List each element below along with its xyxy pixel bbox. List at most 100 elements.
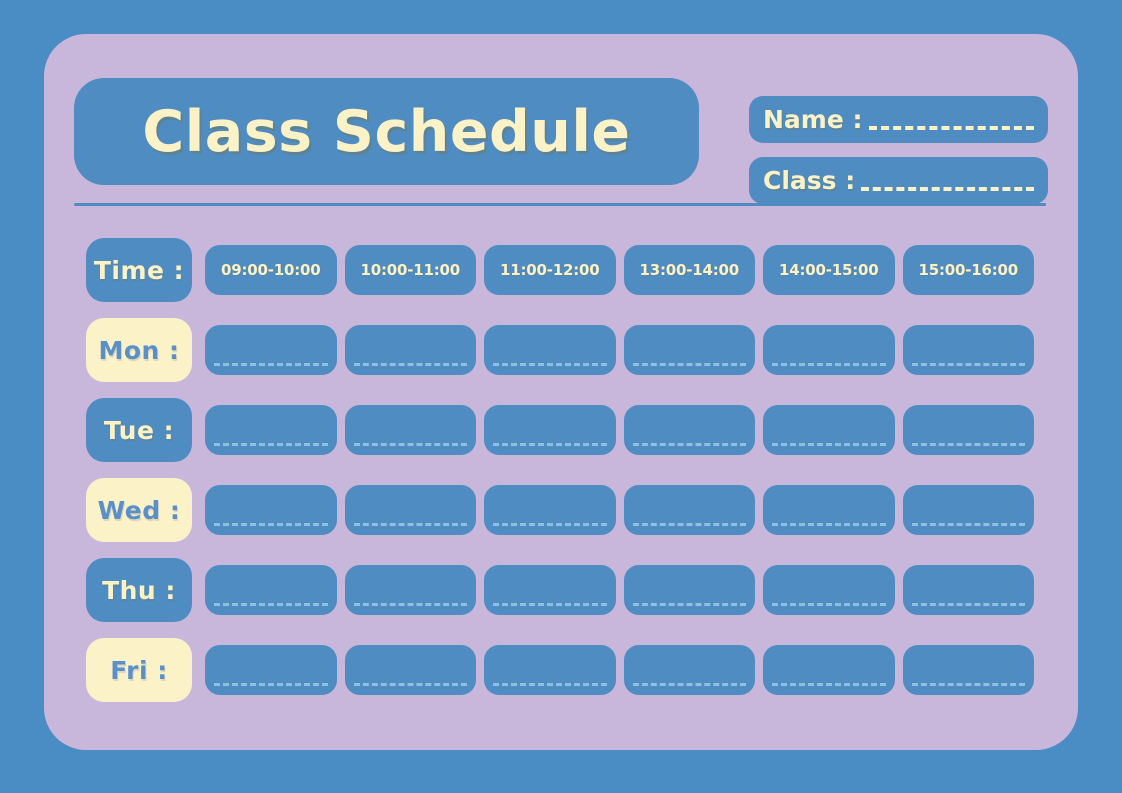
schedule-entry[interactable]	[902, 565, 1034, 615]
entry-write-line	[772, 363, 886, 366]
time-slot: 09:00-10:00	[205, 245, 337, 295]
schedule-entry[interactable]	[902, 325, 1034, 375]
entry-write-line	[911, 523, 1025, 526]
header-divider	[74, 203, 1046, 206]
entry-write-line	[493, 683, 607, 686]
time-header-text: Time :	[93, 255, 185, 285]
schedule-entry[interactable]	[205, 405, 337, 455]
time-slot: 15:00-16:00	[902, 245, 1034, 295]
schedule-entry[interactable]	[623, 645, 755, 695]
time-header-label: Time :	[86, 238, 192, 302]
name-input-line[interactable]	[868, 125, 1034, 130]
schedule-entry[interactable]	[623, 485, 755, 535]
entry-write-line	[632, 363, 746, 366]
entry-list-fri	[205, 645, 1034, 695]
entry-write-line	[493, 363, 607, 366]
schedule-entry[interactable]	[763, 565, 895, 615]
class-label: Class :	[763, 166, 856, 195]
schedule-entry[interactable]	[344, 405, 476, 455]
schedule-entry[interactable]	[205, 645, 337, 695]
entry-list-thu	[205, 565, 1034, 615]
schedule-entry[interactable]	[763, 325, 895, 375]
entry-write-line	[911, 443, 1025, 446]
schedule-entry[interactable]	[205, 485, 337, 535]
schedule-entry[interactable]	[763, 645, 895, 695]
entry-write-line	[214, 603, 328, 606]
entry-write-line	[911, 363, 1025, 366]
entry-write-line	[632, 443, 746, 446]
entry-write-line	[214, 443, 328, 446]
entry-write-line	[772, 443, 886, 446]
day-label-text: Thu :	[102, 575, 176, 605]
day-label-tue: Tue :	[86, 398, 192, 462]
schedule-entry[interactable]	[344, 325, 476, 375]
schedule-entry[interactable]	[344, 565, 476, 615]
entry-write-line	[772, 523, 886, 526]
time-slot-text: 10:00-11:00	[360, 261, 461, 279]
schedule-entry[interactable]	[484, 405, 616, 455]
schedule-entry[interactable]	[623, 405, 755, 455]
schedule-entry[interactable]	[205, 565, 337, 615]
day-row-mon: Mon :	[86, 310, 1034, 390]
class-input-line[interactable]	[861, 186, 1034, 191]
schedule-entry[interactable]	[484, 645, 616, 695]
entry-write-line	[214, 523, 328, 526]
schedule-entry[interactable]	[484, 485, 616, 535]
time-slot-text: 11:00-12:00	[499, 261, 600, 279]
day-row-wed: Wed :	[86, 470, 1034, 550]
entry-list-mon	[205, 325, 1034, 375]
day-label-text: Mon :	[98, 335, 180, 365]
day-row-thu: Thu :	[86, 550, 1034, 630]
time-slot: 11:00-12:00	[484, 245, 616, 295]
entry-write-line	[493, 523, 607, 526]
day-label-thu: Thu :	[86, 558, 192, 622]
entry-write-line	[353, 603, 467, 606]
schedule-grid: Time : 09:00-10:00 10:00-11:00 11:00-12:…	[86, 230, 1034, 710]
schedule-entry[interactable]	[902, 485, 1034, 535]
day-row-fri: Fri :	[86, 630, 1034, 710]
schedule-entry[interactable]	[205, 325, 337, 375]
page-title: Class Schedule	[142, 98, 631, 165]
time-slot: 13:00-14:00	[623, 245, 755, 295]
schedule-entry[interactable]	[344, 485, 476, 535]
entry-write-line	[353, 363, 467, 366]
day-label-text: Fri :	[110, 655, 168, 685]
entry-write-line	[632, 683, 746, 686]
entry-list-wed	[205, 485, 1034, 535]
day-label-text: Tue :	[103, 415, 175, 445]
entry-write-line	[353, 443, 467, 446]
schedule-entry[interactable]	[484, 325, 616, 375]
schedule-card: Class Schedule Name : Class : Time : 09:…	[44, 34, 1078, 750]
entry-write-line	[772, 683, 886, 686]
day-label-fri: Fri :	[86, 638, 192, 702]
name-field[interactable]: Name :	[749, 96, 1048, 143]
entry-write-line	[214, 683, 328, 686]
time-slot-text: 13:00-14:00	[639, 261, 740, 279]
day-label-mon: Mon :	[86, 318, 192, 382]
entry-write-line	[911, 603, 1025, 606]
schedule-entry[interactable]	[763, 485, 895, 535]
entry-list-tue	[205, 405, 1034, 455]
day-label-wed: Wed :	[86, 478, 192, 542]
schedule-entry[interactable]	[623, 325, 755, 375]
schedule-entry[interactable]	[763, 405, 895, 455]
entry-write-line	[493, 443, 607, 446]
class-field[interactable]: Class :	[749, 157, 1048, 204]
schedule-entry[interactable]	[902, 405, 1034, 455]
time-slot-list: 09:00-10:00 10:00-11:00 11:00-12:00 13:0…	[205, 245, 1034, 295]
entry-write-line	[353, 683, 467, 686]
schedule-entry[interactable]	[344, 645, 476, 695]
entry-write-line	[772, 603, 886, 606]
entry-write-line	[632, 603, 746, 606]
time-slot-text: 09:00-10:00	[220, 261, 321, 279]
schedule-header: Class Schedule Name : Class :	[74, 48, 1048, 204]
schedule-entry[interactable]	[623, 565, 755, 615]
schedule-entry[interactable]	[902, 645, 1034, 695]
time-slot-text: 15:00-16:00	[918, 261, 1019, 279]
time-slot-text: 14:00-15:00	[778, 261, 879, 279]
entry-write-line	[632, 523, 746, 526]
schedule-entry[interactable]	[484, 565, 616, 615]
entry-write-line	[214, 363, 328, 366]
entry-write-line	[493, 603, 607, 606]
